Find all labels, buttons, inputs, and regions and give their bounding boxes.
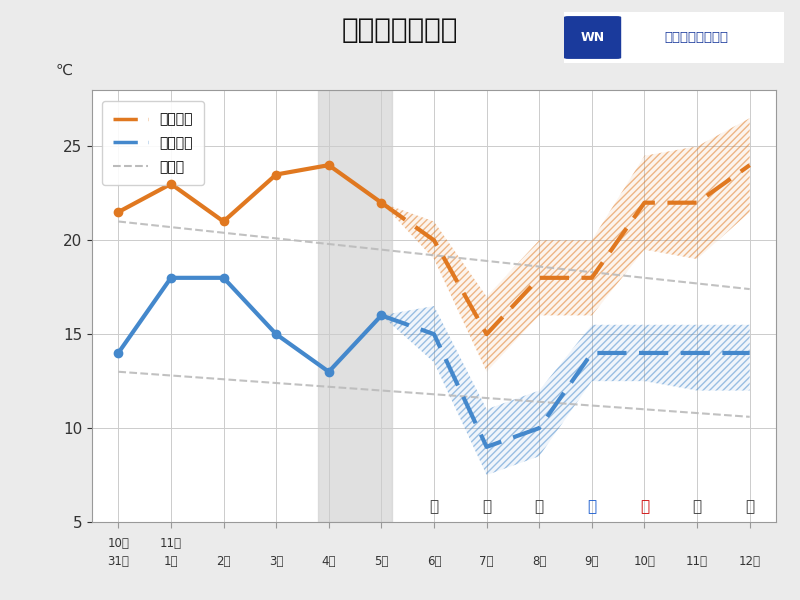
Text: 土: 土 (587, 499, 597, 514)
Text: 4日: 4日 (322, 555, 336, 568)
Text: 大阪の気温変化: 大阪の気温変化 (342, 16, 458, 44)
Text: 5日: 5日 (374, 555, 389, 568)
Bar (318, 90, 392, 522)
Text: 2日: 2日 (216, 555, 230, 568)
Text: 水: 水 (430, 499, 438, 514)
Text: 8日: 8日 (532, 555, 546, 568)
Text: 31日: 31日 (107, 555, 130, 568)
Text: 9日: 9日 (585, 555, 599, 568)
Text: 10日: 10日 (634, 555, 655, 568)
Text: ウェザーニュース: ウェザーニュース (664, 31, 728, 44)
Text: 木: 木 (482, 499, 491, 514)
Text: 7日: 7日 (479, 555, 494, 568)
Text: 12日: 12日 (738, 555, 761, 568)
Legend: 最高気温, 最低気温, 平年値: 最高気温, 最低気温, 平年値 (102, 101, 204, 185)
Text: 火: 火 (745, 499, 754, 514)
Text: WN: WN (581, 31, 605, 44)
Text: 月: 月 (693, 499, 702, 514)
FancyBboxPatch shape (564, 16, 622, 59)
Text: 6日: 6日 (426, 555, 442, 568)
Text: 11月: 11月 (160, 537, 182, 550)
FancyBboxPatch shape (553, 10, 795, 65)
Text: 日: 日 (640, 499, 649, 514)
Text: 3日: 3日 (269, 555, 283, 568)
Text: 金: 金 (534, 499, 544, 514)
Text: 11日: 11日 (686, 555, 708, 568)
Text: 10月: 10月 (107, 537, 130, 550)
Text: 1日: 1日 (164, 555, 178, 568)
Text: ℃: ℃ (56, 63, 73, 78)
